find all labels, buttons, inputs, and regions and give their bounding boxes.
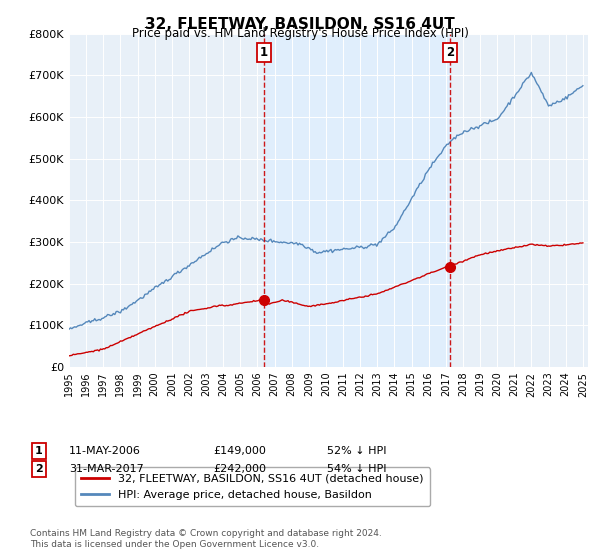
Text: 54% ↓ HPI: 54% ↓ HPI	[327, 464, 386, 474]
Text: £149,000: £149,000	[213, 446, 266, 456]
Text: 52% ↓ HPI: 52% ↓ HPI	[327, 446, 386, 456]
Text: £242,000: £242,000	[213, 464, 266, 474]
Text: 11-MAY-2006: 11-MAY-2006	[69, 446, 141, 456]
Legend: 32, FLEETWAY, BASILDON, SS16 4UT (detached house), HPI: Average price, detached : 32, FLEETWAY, BASILDON, SS16 4UT (detach…	[74, 467, 430, 506]
Text: 1: 1	[35, 446, 43, 456]
Text: Price paid vs. HM Land Registry's House Price Index (HPI): Price paid vs. HM Land Registry's House …	[131, 27, 469, 40]
Text: 2: 2	[35, 464, 43, 474]
Text: Contains HM Land Registry data © Crown copyright and database right 2024.
This d: Contains HM Land Registry data © Crown c…	[30, 529, 382, 549]
Text: 31-MAR-2017: 31-MAR-2017	[69, 464, 144, 474]
Text: 32, FLEETWAY, BASILDON, SS16 4UT: 32, FLEETWAY, BASILDON, SS16 4UT	[145, 17, 455, 32]
Bar	[263, 34, 450, 367]
Text: 2: 2	[446, 46, 454, 59]
Text: 1: 1	[260, 46, 268, 59]
